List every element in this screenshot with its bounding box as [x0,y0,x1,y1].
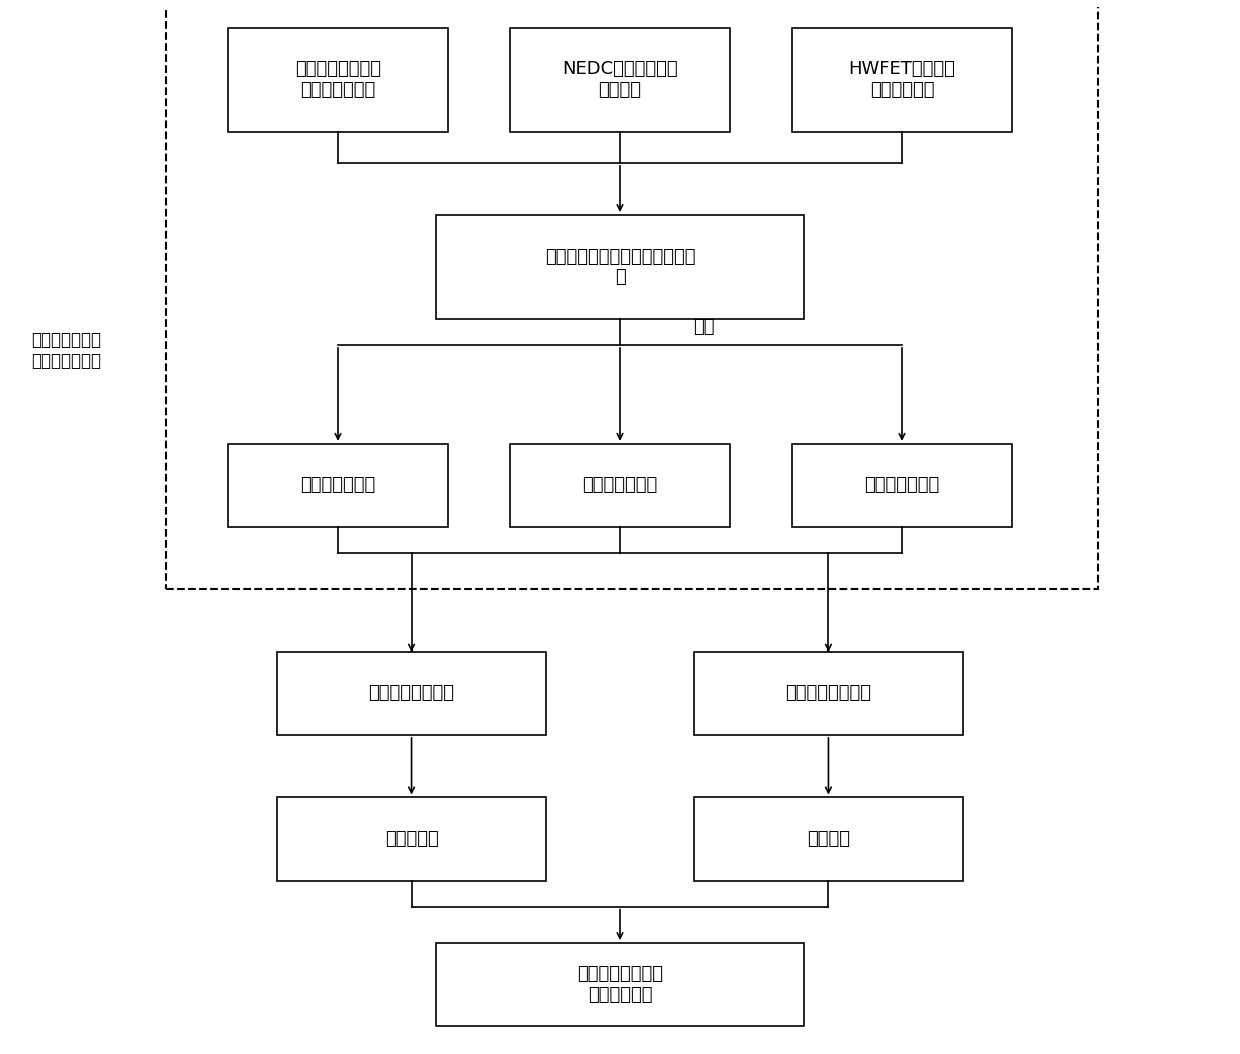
Text: 电机控制: 电机控制 [807,831,849,848]
Text: NEDC工况下的全局
优化结果: NEDC工况下的全局 优化结果 [562,60,678,99]
Text: 中国乘用车工况下
的全局优化结果: 中国乘用车工况下 的全局优化结果 [295,60,381,99]
Text: 分类: 分类 [693,317,715,336]
Text: 高倍率衰减模式: 高倍率衰减模式 [864,476,940,494]
Text: HWFET工况下的
全局优化结果: HWFET工况下的 全局优化结果 [848,60,956,99]
Text: 确定发动机工作点: 确定发动机工作点 [368,684,455,702]
FancyBboxPatch shape [228,444,449,527]
Text: 节气门控制: 节气门控制 [384,831,439,848]
FancyBboxPatch shape [228,27,449,132]
Text: 统计各工况下的工况块的特征参
数: 统计各工况下的工况块的特征参 数 [544,248,696,287]
FancyBboxPatch shape [277,798,547,881]
FancyBboxPatch shape [436,215,804,319]
Text: 低倍率衰减模式: 低倍率衰减模式 [300,476,376,494]
FancyBboxPatch shape [791,444,1012,527]
Text: 不同电池衰减模式
下的控制规则: 不同电池衰减模式 下的控制规则 [577,965,663,1004]
Text: 中倍率衰减模式: 中倍率衰减模式 [583,476,657,494]
Text: 各工况下电池寿
命衰减模式分类: 各工况下电池寿 命衰减模式分类 [31,331,102,370]
FancyBboxPatch shape [436,943,804,1027]
FancyBboxPatch shape [277,651,547,735]
FancyBboxPatch shape [510,444,730,527]
FancyBboxPatch shape [791,27,1012,132]
FancyBboxPatch shape [693,798,963,881]
Text: 确定电池需求功率: 确定电池需求功率 [785,684,872,702]
FancyBboxPatch shape [510,27,730,132]
FancyBboxPatch shape [693,651,963,735]
